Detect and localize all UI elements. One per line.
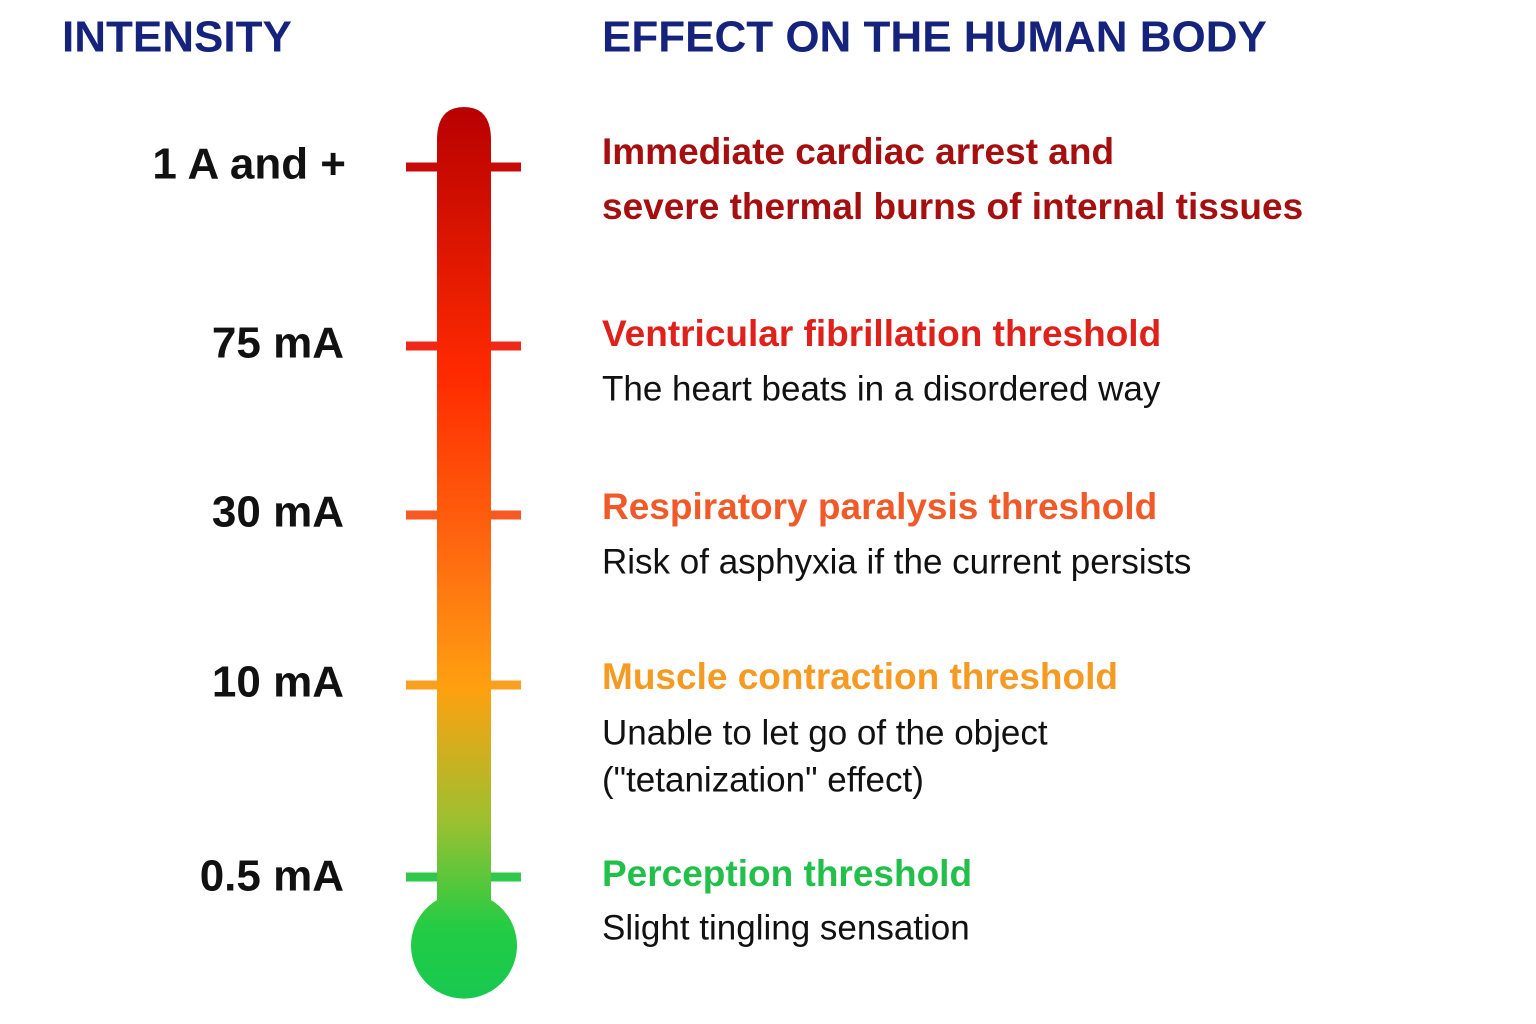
intensity-label: 30 mA xyxy=(212,488,344,537)
effect-description: The heart beats in a disordered way xyxy=(602,369,1161,408)
effect-title: Ventricular fibrillation threshold xyxy=(602,313,1161,354)
intensity-label: 75 mA xyxy=(212,319,344,368)
intensity-label: 10 mA xyxy=(212,658,344,707)
effect-description: Slight tingling sensation xyxy=(602,908,970,947)
effect-description: Risk of asphyxia if the current persists xyxy=(602,542,1191,581)
effect-description: Unable to let go of the object xyxy=(602,713,1048,752)
effect-title: Perception threshold xyxy=(602,853,972,894)
intensity-label: 1 A and + xyxy=(152,140,346,189)
effect-title: Muscle contraction threshold xyxy=(602,656,1118,697)
effect-title: Immediate cardiac arrest and xyxy=(602,131,1114,172)
intensity-label: 0.5 mA xyxy=(200,852,344,901)
thermometer xyxy=(406,107,521,999)
effect-title: Respiratory paralysis threshold xyxy=(602,486,1157,527)
effect-description: ("tetanization" effect) xyxy=(602,760,924,799)
column-header: EFFECT ON THE HUMAN BODY xyxy=(602,13,1267,62)
thermometer-tube xyxy=(410,107,517,999)
effect-title: severe thermal burns of internal tissues xyxy=(602,186,1303,227)
column-header: INTENSITY xyxy=(62,13,292,62)
